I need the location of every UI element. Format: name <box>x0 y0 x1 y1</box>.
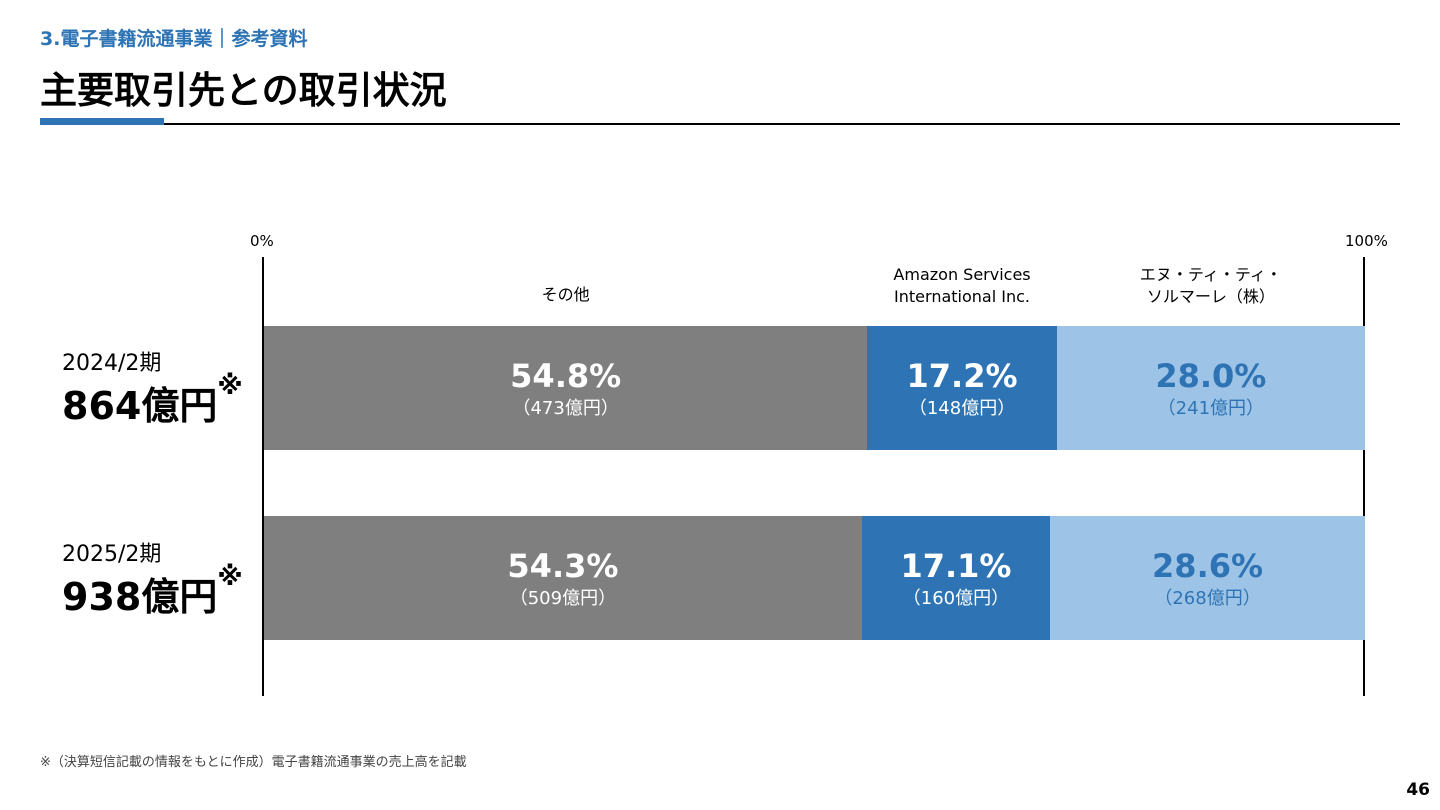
title-underline <box>40 123 1400 125</box>
period-label: 2024/2期 <box>62 351 162 376</box>
segment-percent-label: 54.8% <box>510 357 622 395</box>
title-underline-accent <box>40 118 164 125</box>
axis-line-left <box>262 257 264 696</box>
bar-segment: 54.3% （509億円） <box>264 516 862 640</box>
page-title: 主要取引先との取引状況 <box>40 69 447 112</box>
note-mark: ※ <box>217 562 243 592</box>
category-label: エヌ・ティ・ティ・ ソルマーレ（株） <box>1139 265 1282 306</box>
bar-segment: 17.2% （148億円） <box>867 326 1057 450</box>
bar-segment: 17.1% （160億円） <box>861 516 1051 640</box>
period-total: 938億円※ <box>62 562 243 621</box>
axis-line-right <box>1363 257 1365 696</box>
segment-amount-label: （241億円） <box>1157 398 1265 419</box>
segment-amount-label: （148億円） <box>908 398 1016 419</box>
segment-percent-label: 17.2% <box>906 357 1018 395</box>
total-value: 938億円 <box>62 575 218 619</box>
period-total: 864億円※ <box>62 371 243 430</box>
note-mark: ※ <box>217 371 243 401</box>
category-label: その他 <box>541 285 590 304</box>
segment-percent-label: 28.6% <box>1152 547 1264 585</box>
total-value: 864億円 <box>62 384 218 428</box>
footnote: ※（決算短信記載の情報をもとに作成）電子書籍流通事業の売上高を記載 <box>40 755 467 770</box>
bar-row: 54.3% （509億円） 17.1% （160億円） 28.6% （268億円） <box>264 516 1365 640</box>
segment-percent-label: 17.1% <box>900 547 1012 585</box>
bar-segment: 54.8% （473億円） <box>264 326 868 450</box>
bar-segment: 28.6% （268億円） <box>1050 516 1365 640</box>
segment-amount-label: （268億円） <box>1154 588 1261 609</box>
segment-percent-label: 28.0% <box>1155 357 1267 395</box>
scale-max-label: 100% <box>1345 232 1388 250</box>
bar-row: 54.8% （473億円） 17.2% （148億円） 28.0% （241億円） <box>264 326 1365 450</box>
page-number: 46 <box>1406 780 1430 800</box>
category-label: Amazon Services International Inc. <box>893 265 1031 306</box>
bar-segment: 28.0% （241億円） <box>1056 326 1365 450</box>
segment-amount-label: （509億円） <box>509 588 617 609</box>
period-label: 2025/2期 <box>62 542 162 567</box>
section-label: 3.電子書籍流通事業｜参考資料 <box>40 28 308 50</box>
segment-amount-label: （473億円） <box>512 398 619 419</box>
segment-amount-label: （160億円） <box>902 588 1010 609</box>
segment-percent-label: 54.3% <box>507 547 619 585</box>
scale-min-label: 0% <box>250 232 274 250</box>
